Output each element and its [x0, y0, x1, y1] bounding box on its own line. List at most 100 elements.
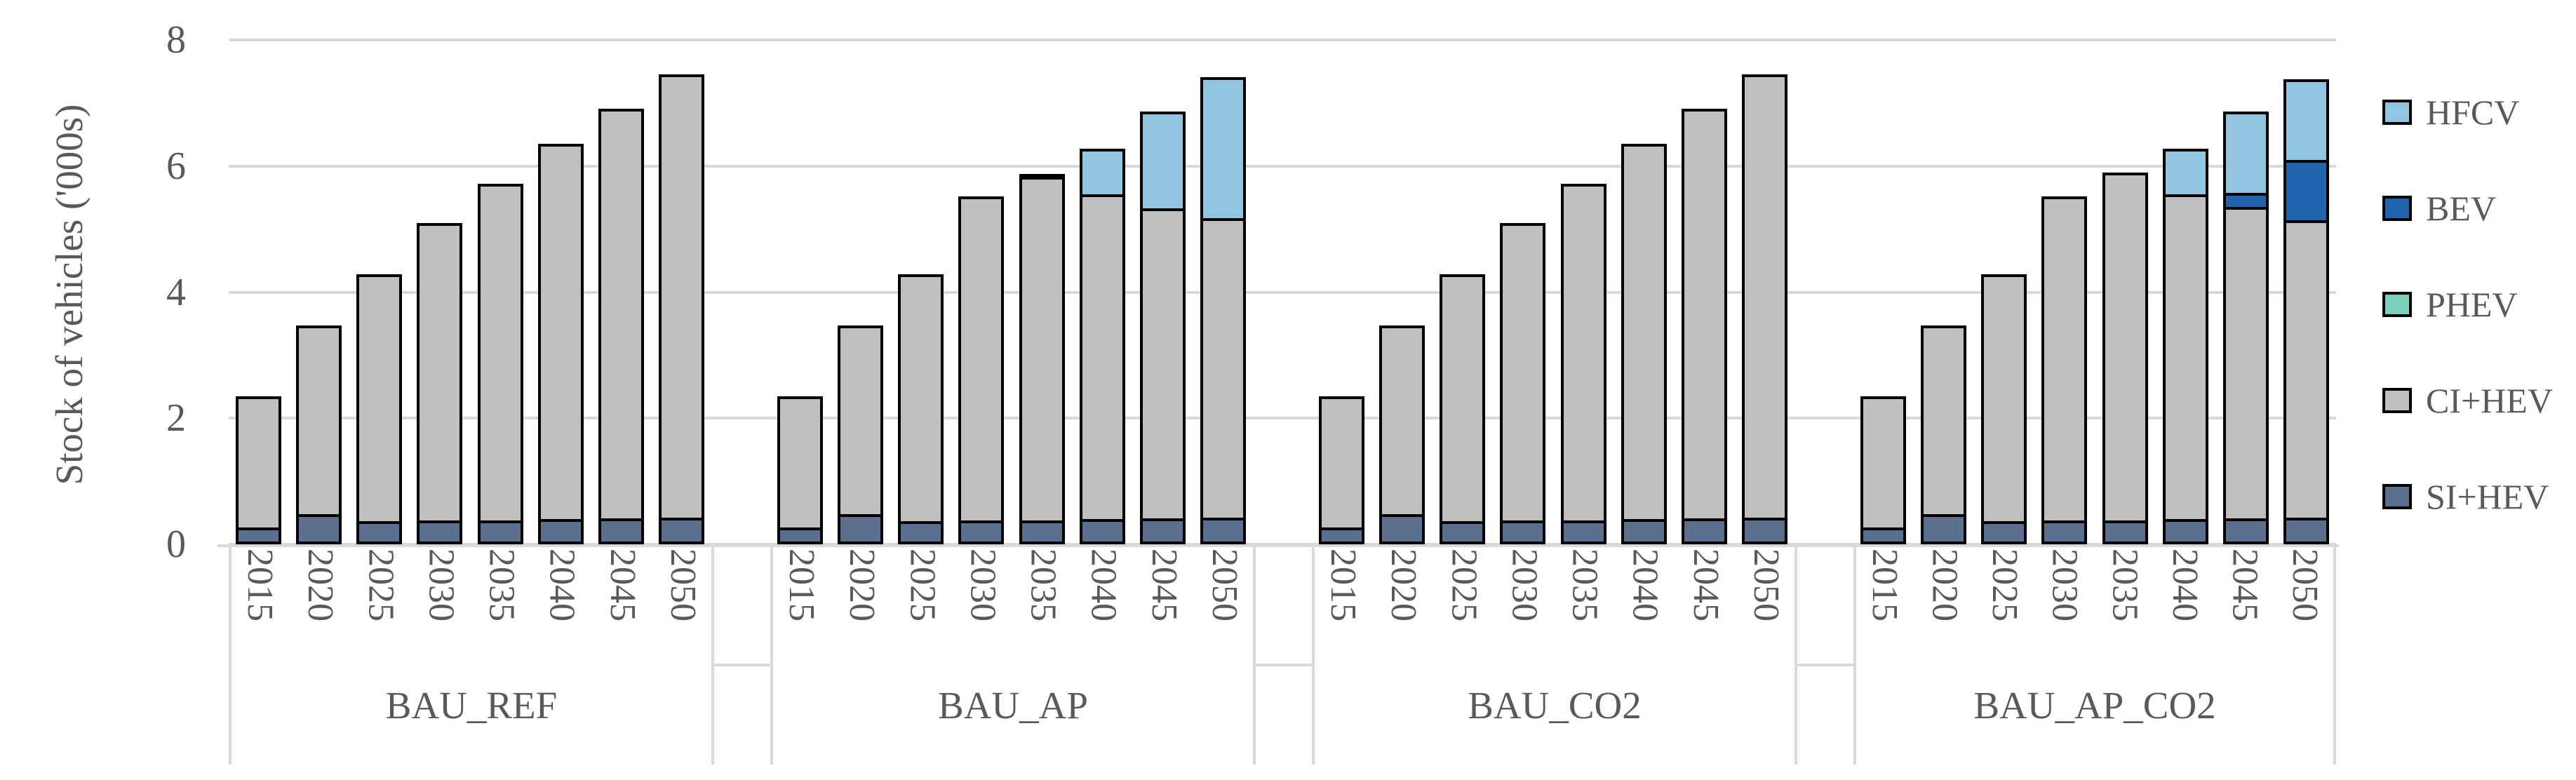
year-label-2035: 2035 — [1564, 549, 1605, 621]
axis-group-cell-BAU_REF: 2015 2020 2025 2030 2035 2040 2045 2050 BAU_REF — [229, 544, 711, 765]
segment-CI+HEV — [356, 274, 403, 524]
bar-group-BAU_AP_CO2 — [1853, 40, 2336, 544]
bar-BAU_REF-2040 — [537, 144, 584, 544]
bar-group-BAU_CO2 — [1312, 40, 1795, 544]
segment-SI+HEV — [1079, 519, 1125, 544]
bar-BAU_AP-2045 — [1139, 112, 1186, 544]
year-label-2030: 2030 — [962, 549, 1003, 621]
segment-SI+HEV — [958, 520, 1005, 544]
bar-BAU_AP_CO2-2020 — [1921, 325, 1967, 544]
segment-SI+HEV — [1319, 527, 1364, 544]
segment-CI+HEV — [1741, 74, 1787, 520]
segment-CI+HEV — [1860, 396, 1906, 530]
y-tick-label-2: 2 — [166, 396, 186, 441]
segment-CI+HEV — [1139, 208, 1186, 521]
segment-CI+HEV — [1440, 274, 1486, 524]
segment-HFCV — [2162, 149, 2208, 197]
segment-CI+HEV — [296, 325, 342, 517]
group-gap — [711, 537, 770, 544]
year-label-2025: 2025 — [902, 549, 943, 621]
bar-BAU_CO2-2045 — [1681, 109, 1727, 544]
year-label-2030: 2030 — [1504, 549, 1545, 621]
bar-BAU_AP-2025 — [898, 274, 944, 544]
bar-BAU_AP_CO2-2035 — [2102, 173, 2148, 544]
bar-BAU_CO2-2020 — [1379, 325, 1425, 544]
y-tick-label-0: 0 — [166, 523, 186, 566]
legend-item-HFCV: HFCV — [2382, 91, 2519, 133]
segment-BEV — [2283, 160, 2329, 223]
year-label-2045: 2045 — [2225, 549, 2265, 621]
axis-empty-slot — [711, 544, 770, 765]
segment-CI+HEV — [2102, 173, 2148, 523]
scenario-label-BAU_AP: BAU_AP — [938, 684, 1088, 727]
segment-CI+HEV — [658, 74, 704, 520]
scenario-label-BAU_AP_CO2: BAU_AP_CO2 — [1973, 684, 2216, 727]
bar-BAU_REF-2035 — [477, 184, 523, 544]
segment-SI+HEV — [1981, 521, 2027, 544]
segment-SI+HEV — [838, 514, 884, 544]
y-tick-label-6: 6 — [166, 144, 186, 188]
segment-SI+HEV — [2102, 520, 2148, 544]
axis-group-cell-BAU_CO2: 2015 2020 2025 2030 2035 2040 2045 2050 BAU_CO2 — [1312, 544, 1795, 765]
segment-CI+HEV — [2222, 207, 2269, 521]
segment-SI+HEV — [1500, 520, 1546, 544]
bar-BAU_AP_CO2-2040 — [2162, 149, 2208, 544]
axis-tier-divider — [1256, 664, 1312, 666]
segment-CI+HEV — [477, 184, 523, 523]
bar-BAU_CO2-2050 — [1741, 74, 1787, 544]
segment-SI+HEV — [1681, 518, 1727, 544]
x-axis-line — [217, 544, 2339, 547]
segment-SI+HEV — [537, 519, 584, 544]
year-label-2030: 2030 — [2044, 549, 2085, 621]
segment-SI+HEV — [1741, 518, 1787, 544]
bar-BAU_AP_CO2-2030 — [2041, 196, 2088, 544]
bar-BAU_AP_CO2-2015 — [1860, 396, 1906, 544]
y-tick-label-8: 8 — [166, 18, 186, 62]
segment-SI+HEV — [477, 520, 523, 544]
year-label-2025: 2025 — [1444, 549, 1484, 621]
gridline-4 — [229, 290, 2336, 294]
segment-CI+HEV — [777, 396, 823, 530]
legend-swatch-BEV — [2382, 196, 2412, 221]
segment-SI+HEV — [2162, 519, 2208, 544]
segment-CI+HEV — [1079, 194, 1125, 522]
legend-label-CI+HEV: CI+HEV — [2426, 381, 2553, 420]
y-tick-label-4: 4 — [166, 270, 186, 314]
year-label-2045: 2045 — [1143, 549, 1184, 621]
bar-BAU_AP-2040 — [1079, 149, 1125, 544]
year-labels-row: 2015 2020 2025 2030 2035 2040 2045 2050 — [1856, 544, 2333, 664]
segment-CI+HEV — [417, 223, 463, 523]
legend-label-PHEV: PHEV — [2426, 285, 2518, 324]
year-labels-row: 2015 2020 2025 2030 2035 2040 2045 2050 — [232, 544, 711, 664]
segment-CI+HEV — [1921, 325, 1967, 517]
segment-SI+HEV — [658, 518, 704, 544]
bar-BAU_AP_CO2-2025 — [1981, 274, 2027, 544]
segment-CI+HEV — [236, 396, 281, 530]
year-label-2035: 2035 — [1023, 549, 1064, 621]
scenario-label-BAU_CO2: BAU_CO2 — [1468, 684, 1642, 727]
legend-swatch-SI+HEV — [2382, 484, 2412, 509]
bar-BAU_AP-2050 — [1200, 77, 1246, 544]
segment-HFCV — [1079, 149, 1125, 197]
bar-BAU_REF-2030 — [417, 223, 463, 544]
segment-HFCV — [2283, 79, 2329, 163]
segment-CI+HEV — [958, 196, 1005, 523]
segment-CI+HEV — [898, 274, 944, 524]
segment-SI+HEV — [417, 520, 463, 544]
segment-CI+HEV — [2162, 194, 2208, 522]
year-label-2015: 2015 — [1323, 549, 1363, 621]
year-labels-row: 2015 2020 2025 2030 2035 2040 2045 2050 — [1315, 544, 1795, 664]
segment-SI+HEV — [1019, 520, 1065, 544]
segment-HFCV — [1139, 112, 1186, 211]
legend-swatch-PHEV — [2382, 292, 2412, 317]
bar-BAU_REF-2015 — [236, 396, 281, 544]
legend-label-SI+HEV: SI+HEV — [2426, 477, 2549, 516]
year-label-2040: 2040 — [1625, 549, 1665, 621]
segment-SI+HEV — [2041, 520, 2088, 544]
segment-SI+HEV — [1440, 521, 1486, 544]
gridline-6 — [229, 164, 2336, 168]
year-label-2020: 2020 — [1383, 549, 1424, 621]
segment-CI+HEV — [1200, 218, 1246, 520]
segment-SI+HEV — [1860, 527, 1906, 544]
